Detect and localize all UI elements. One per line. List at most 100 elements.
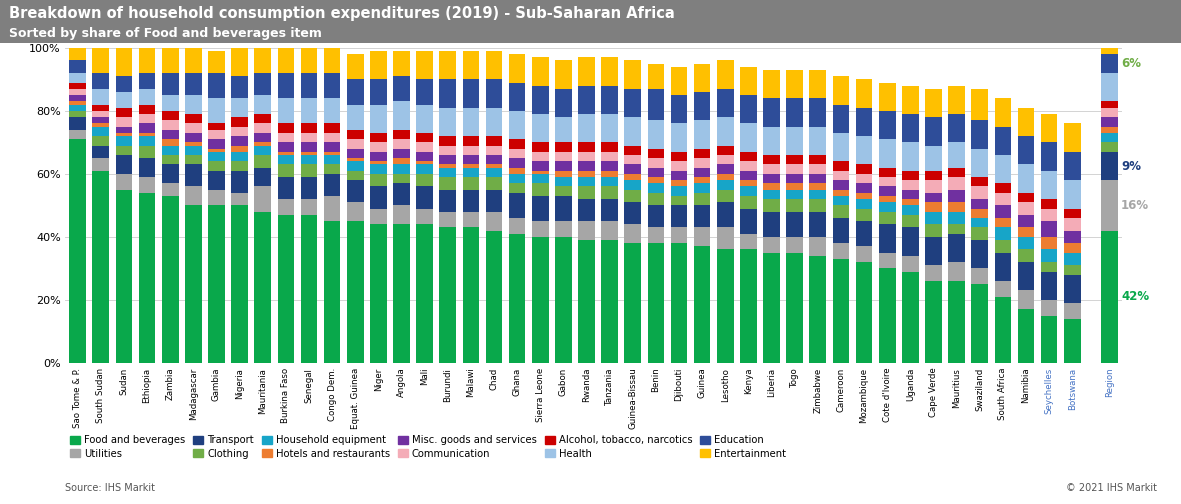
Bar [1040,249,1057,262]
Bar [485,80,502,108]
Text: Breakdown of household consumption expenditures (2019) - Sub-Saharan Africa: Breakdown of household consumption expen… [9,6,676,21]
Text: 42%: 42% [1121,290,1149,303]
Bar [278,199,294,215]
Bar [948,177,965,190]
Bar [138,114,156,123]
Bar [972,199,988,209]
Bar [925,180,941,193]
Bar [740,209,757,234]
Bar [301,73,318,98]
Bar [902,206,919,215]
Bar [208,190,224,206]
Bar [879,224,895,253]
Bar [647,89,664,120]
Bar [324,174,340,196]
Bar [254,95,270,114]
Bar [579,152,595,161]
Bar [70,73,86,83]
Bar [717,249,733,363]
Bar [925,212,941,224]
Bar [555,60,572,89]
Bar [809,98,827,127]
Bar [1064,243,1081,253]
Bar [879,167,895,177]
Bar [693,206,711,227]
Bar [1064,253,1081,265]
Bar [439,155,456,164]
Bar [902,190,919,199]
Bar [1040,171,1057,199]
Bar [787,199,803,212]
Bar [254,143,270,146]
Text: 9%: 9% [1121,159,1141,172]
Bar [70,95,86,101]
Bar [693,183,711,193]
Bar [138,133,156,136]
Bar [787,155,803,164]
Bar [393,164,410,174]
Bar [393,224,410,363]
Bar [393,51,410,76]
Bar [740,95,757,123]
Bar [347,149,364,158]
Bar [763,190,779,199]
Bar [994,127,1011,155]
Bar [370,164,386,174]
Bar [208,98,224,123]
Bar [787,237,803,253]
Bar [208,171,224,190]
Bar [1101,38,1117,54]
Bar [416,152,433,161]
Bar [902,256,919,272]
Bar [278,155,294,164]
Bar [416,105,433,133]
Bar [994,281,1011,297]
Bar [925,237,941,265]
Bar [625,155,641,164]
Bar [693,167,711,177]
Bar [833,259,849,363]
Bar [463,164,479,168]
Bar [393,183,410,206]
Bar [879,202,895,212]
Bar [347,54,364,80]
Bar [856,174,873,183]
Bar [671,67,687,95]
Bar [879,253,895,268]
Bar [833,206,849,218]
Bar [162,95,178,111]
Bar [717,155,733,164]
Bar [439,227,456,363]
Bar [948,167,965,177]
Bar [994,98,1011,127]
Bar [485,51,502,80]
Bar [208,51,224,73]
Bar [416,224,433,363]
Bar [833,190,849,196]
Bar [625,146,641,155]
Bar [763,155,779,164]
Bar [1064,209,1081,218]
Bar [485,108,502,136]
Bar [231,117,248,127]
Bar [555,177,572,186]
Bar [763,212,779,237]
Bar [833,180,849,190]
Bar [463,177,479,190]
Bar [92,136,109,146]
Bar [555,186,572,196]
Bar [370,161,386,164]
Bar [693,92,711,120]
Bar [416,164,433,174]
Bar [601,186,618,199]
Bar [70,89,86,95]
Bar [763,164,779,174]
Text: © 2021 IHS Markit: © 2021 IHS Markit [1066,483,1157,493]
Bar [555,161,572,171]
Bar [994,227,1011,240]
Bar [116,48,132,76]
Bar [231,76,248,98]
Bar [162,139,178,146]
Bar [231,206,248,363]
Bar [902,215,919,227]
